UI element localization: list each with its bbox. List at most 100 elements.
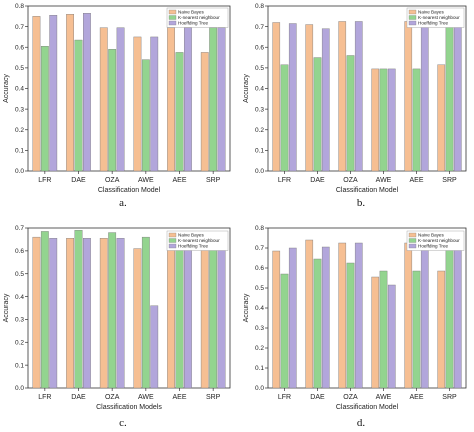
bar-hoeffding-tree-lfr (288, 23, 297, 172)
x-tick-label: OZA (343, 177, 358, 184)
x-tick-label: AEE (409, 177, 423, 184)
legend-box (406, 7, 465, 28)
y-tick-label: 0.3 (255, 106, 264, 113)
y-tick-label: 0.8 (255, 225, 264, 232)
legend-swatch (408, 238, 417, 243)
y-tick-label: 0.1 (15, 148, 24, 155)
x-tick-label: OZA (343, 394, 358, 401)
bar-k-nearest-neighbour-lfr (280, 273, 289, 389)
legend-swatch (408, 232, 417, 238)
y-tick-label: 0.6 (255, 44, 264, 51)
x-tick-label: AWE (376, 177, 392, 184)
x-tick-label: LFR (38, 177, 51, 184)
bar-naive-bayes-oza (338, 21, 347, 172)
y-tick-label: 0.0 (255, 385, 264, 392)
plot-frame (267, 227, 467, 389)
y-tick-label: 0.5 (255, 65, 264, 72)
x-tick-label: AWE (376, 394, 392, 401)
y-tick-label: 0.3 (15, 106, 24, 113)
legend-box (166, 230, 229, 251)
x-tick-label: DAE (310, 394, 325, 401)
y-tick-label: 0.2 (255, 127, 264, 134)
y-tick-label: 0.0 (15, 385, 24, 392)
y-tick-label: 0.6 (255, 265, 264, 272)
bar-k-nearest-neighbour-srp (445, 21, 454, 172)
legend-swatch (168, 243, 177, 249)
y-tick-label: 0.5 (15, 65, 24, 72)
x-tick-label: AEE (409, 394, 423, 401)
bar-hoeffding-tree-lfr (49, 238, 58, 389)
legend-label: Naive Bayes (418, 233, 444, 238)
y-axis-title: Accuracy (243, 74, 250, 103)
legend-swatch (168, 232, 177, 238)
bar-k-nearest-neighbour-dae (74, 230, 83, 389)
y-axis-title: Accuracy (243, 293, 250, 322)
panel-label: c. (119, 417, 127, 429)
chart-panel-d: 0.0 0.1 0.2 0.3 0.4 0.5 0.6 0.7 0.8 LFR DAE OZA AWE A… (243, 225, 467, 429)
bar-naive-bayes-srp (437, 64, 446, 172)
x-axis-title: Classification Models (96, 404, 162, 411)
bar-naive-bayes-oza (338, 242, 347, 389)
bar-naive-bayes-awe (133, 36, 142, 172)
legend-label: K-nearest neighbour (178, 15, 220, 20)
x-tick-label: OZA (105, 394, 120, 401)
x-tick-label: AWE (138, 394, 154, 401)
bar-k-nearest-neighbour-srp (209, 27, 218, 172)
y-tick-label: 0.0 (15, 168, 24, 175)
y-tick-label: 0.6 (15, 248, 24, 255)
bar-hoeffding-tree-awe (387, 68, 396, 172)
bar-hoeffding-tree-oza (354, 21, 363, 172)
panel-label: b. (357, 197, 366, 209)
bar-hoeffding-tree-dae (82, 13, 91, 172)
x-tick-label: SRP (442, 394, 457, 401)
bar-hoeffding-tree-oza (116, 27, 125, 172)
panel-label: d. (357, 417, 366, 429)
y-tick-label: 0.7 (255, 24, 264, 31)
x-tick-label: AEE (172, 394, 186, 401)
x-tick-label: DAE (71, 394, 86, 401)
bar-hoeffding-tree-srp (217, 27, 226, 172)
bar-k-nearest-neighbour-aee (412, 68, 421, 172)
bar-k-nearest-neighbour-lfr (40, 231, 49, 389)
bar-naive-bayes-srp (200, 52, 209, 172)
bar-k-nearest-neighbour-awe (141, 59, 150, 172)
bar-naive-bayes-dae (66, 14, 74, 172)
y-tick-label: 0.4 (15, 294, 24, 301)
bar-k-nearest-neighbour-dae (313, 258, 322, 389)
x-tick-label: SRP (442, 177, 457, 184)
bar-naive-bayes-awe (371, 276, 380, 389)
bar-naive-bayes-lfr (32, 16, 41, 172)
x-tick-label: OZA (105, 177, 120, 184)
bar-k-nearest-neighbour-aee (175, 232, 184, 389)
y-tick-label: 0.4 (255, 86, 264, 93)
y-tick-label: 0.2 (15, 339, 24, 346)
bar-naive-bayes-aee (167, 27, 175, 172)
x-axis-title: Classification Model (336, 187, 399, 194)
y-tick-label: 0.4 (255, 305, 264, 312)
chart-panel-c: 0.0 0.1 0.2 0.3 0.4 0.5 0.6 0.7 LFR DAE OZA AWE AEE S… (3, 225, 231, 429)
legend-swatch (408, 20, 417, 26)
bar-k-nearest-neighbour-dae (74, 39, 83, 172)
bar-k-nearest-neighbour-aee (175, 52, 184, 172)
y-tick-label: 0.1 (255, 365, 264, 372)
y-tick-label: 0.5 (15, 271, 24, 278)
y-tick-label: 0.3 (15, 317, 24, 324)
bar-naive-bayes-lfr (272, 22, 281, 172)
x-tick-label: LFR (38, 394, 51, 401)
chart-panel-a: 0.0 0.1 0.2 0.3 0.4 0.5 0.6 0.7 0.8 LFR DAE OZA AWE A… (3, 3, 231, 209)
bar-hoeffding-tree-awe (150, 305, 159, 389)
bar-hoeffding-tree-srp (453, 23, 462, 172)
bar-k-nearest-neighbour-aee (412, 270, 421, 389)
bar-hoeffding-tree-dae (321, 28, 330, 172)
bar-hoeffding-tree-srp (217, 235, 226, 389)
legend-swatch (168, 238, 177, 243)
y-tick-label: 0.1 (15, 362, 24, 369)
legend-label: K-nearest neighbour (418, 238, 460, 243)
legend-label: Naive Bayes (418, 10, 444, 15)
legend-swatch (168, 9, 177, 15)
bar-hoeffding-tree-srp (453, 241, 462, 389)
x-tick-label: DAE (71, 177, 86, 184)
y-axis-title: Accuracy (3, 293, 10, 322)
